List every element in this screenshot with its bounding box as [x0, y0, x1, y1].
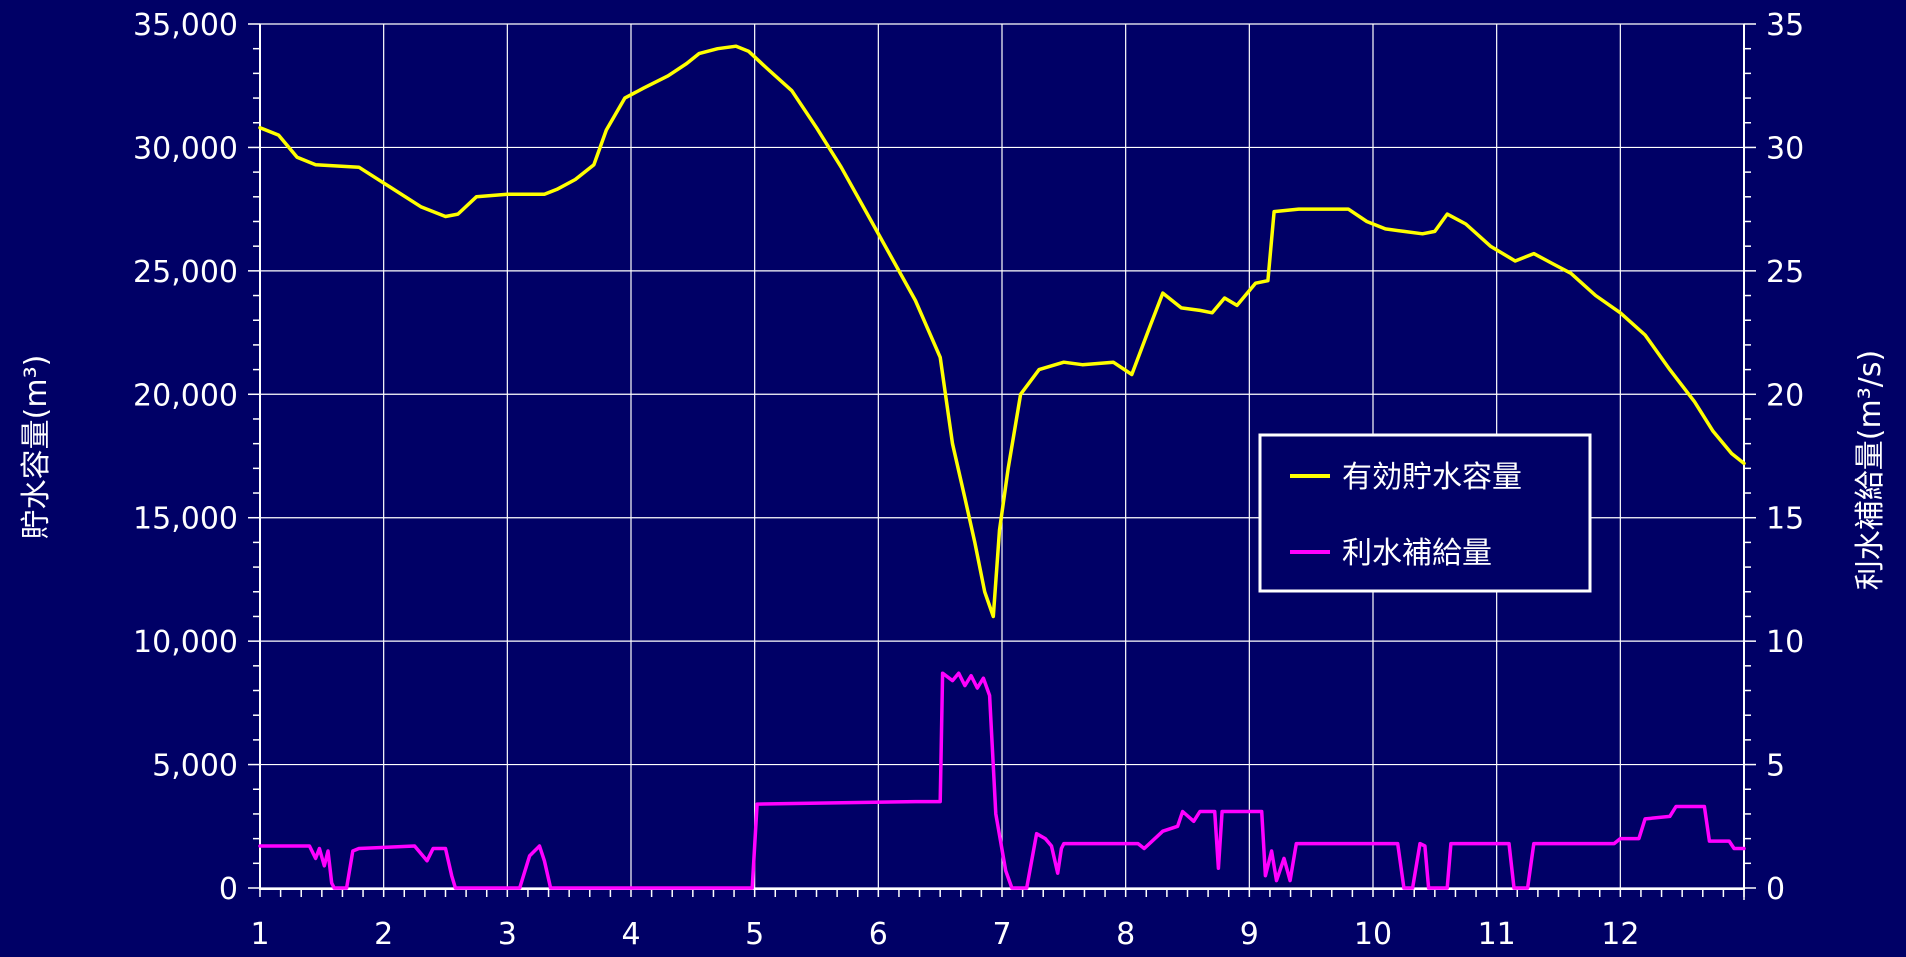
y-right-tick-label: 0: [1766, 872, 1785, 907]
y-right-tick-labels: 0 5 10 15 20 25 30 35: [1766, 8, 1804, 907]
y-left-tick-label: 0: [219, 872, 238, 907]
x-tick-label: 4: [621, 917, 640, 952]
y-right-tick-label: 35: [1766, 8, 1804, 43]
series-line-storage: [258, 44, 1746, 619]
y-left-tick-labels: 0 5,000 10,000 15,000 20,000 25,000 30,000 35,0…: [133, 8, 238, 907]
series-line-supply: [258, 671, 1746, 890]
y-right-tick-label: 15: [1766, 502, 1804, 537]
x-tick-label: 8: [1116, 917, 1135, 952]
legend-box: [1258, 433, 1592, 593]
x-tick-label: 2: [374, 917, 393, 952]
x-tick-labels: 1 2 3 4 5 6 7 8 9 10 11 12: [250, 917, 1639, 952]
y-left-tick-label: 30,000: [133, 131, 238, 166]
y-left-tick-label: 10,000: [133, 625, 238, 660]
y-right-tick-label: 25: [1766, 255, 1804, 290]
legend-label-storage: 有効貯水容量: [1342, 460, 1522, 495]
x-tick-label: 9: [1240, 917, 1259, 952]
x-tick-label: 5: [745, 917, 764, 952]
y-right-tick-label: 5: [1766, 749, 1785, 784]
y-left-tick-label: 15,000: [133, 502, 238, 537]
y-axis-right-label: 利水補給量(m³/s): [1853, 350, 1888, 590]
y-right-tick-label: 10: [1766, 625, 1804, 660]
y-axis-left-label: 貯水容量(m³): [19, 355, 54, 540]
x-tick-label: 6: [869, 917, 888, 952]
series-lines: [258, 44, 1746, 890]
legend-label-supply: 利水補給量: [1342, 536, 1492, 571]
x-tick-label: 7: [992, 917, 1011, 952]
y-left-tick-label: 20,000: [133, 378, 238, 413]
y-right-tick-label: 20: [1766, 378, 1804, 413]
x-tick-label: 3: [498, 917, 517, 952]
y-right-tick-label: 30: [1766, 131, 1804, 166]
y-left-tick-label: 35,000: [133, 8, 238, 43]
legend: 有効貯水容量 利水補給量: [1258, 433, 1592, 593]
x-tick-label: 10: [1354, 917, 1392, 952]
y-left-tick-label: 25,000: [133, 255, 238, 290]
x-tick-label: 12: [1601, 917, 1639, 952]
x-tick-label: 11: [1478, 917, 1516, 952]
x-tick-label: 1: [250, 917, 269, 952]
y-left-tick-label: 5,000: [152, 749, 238, 784]
